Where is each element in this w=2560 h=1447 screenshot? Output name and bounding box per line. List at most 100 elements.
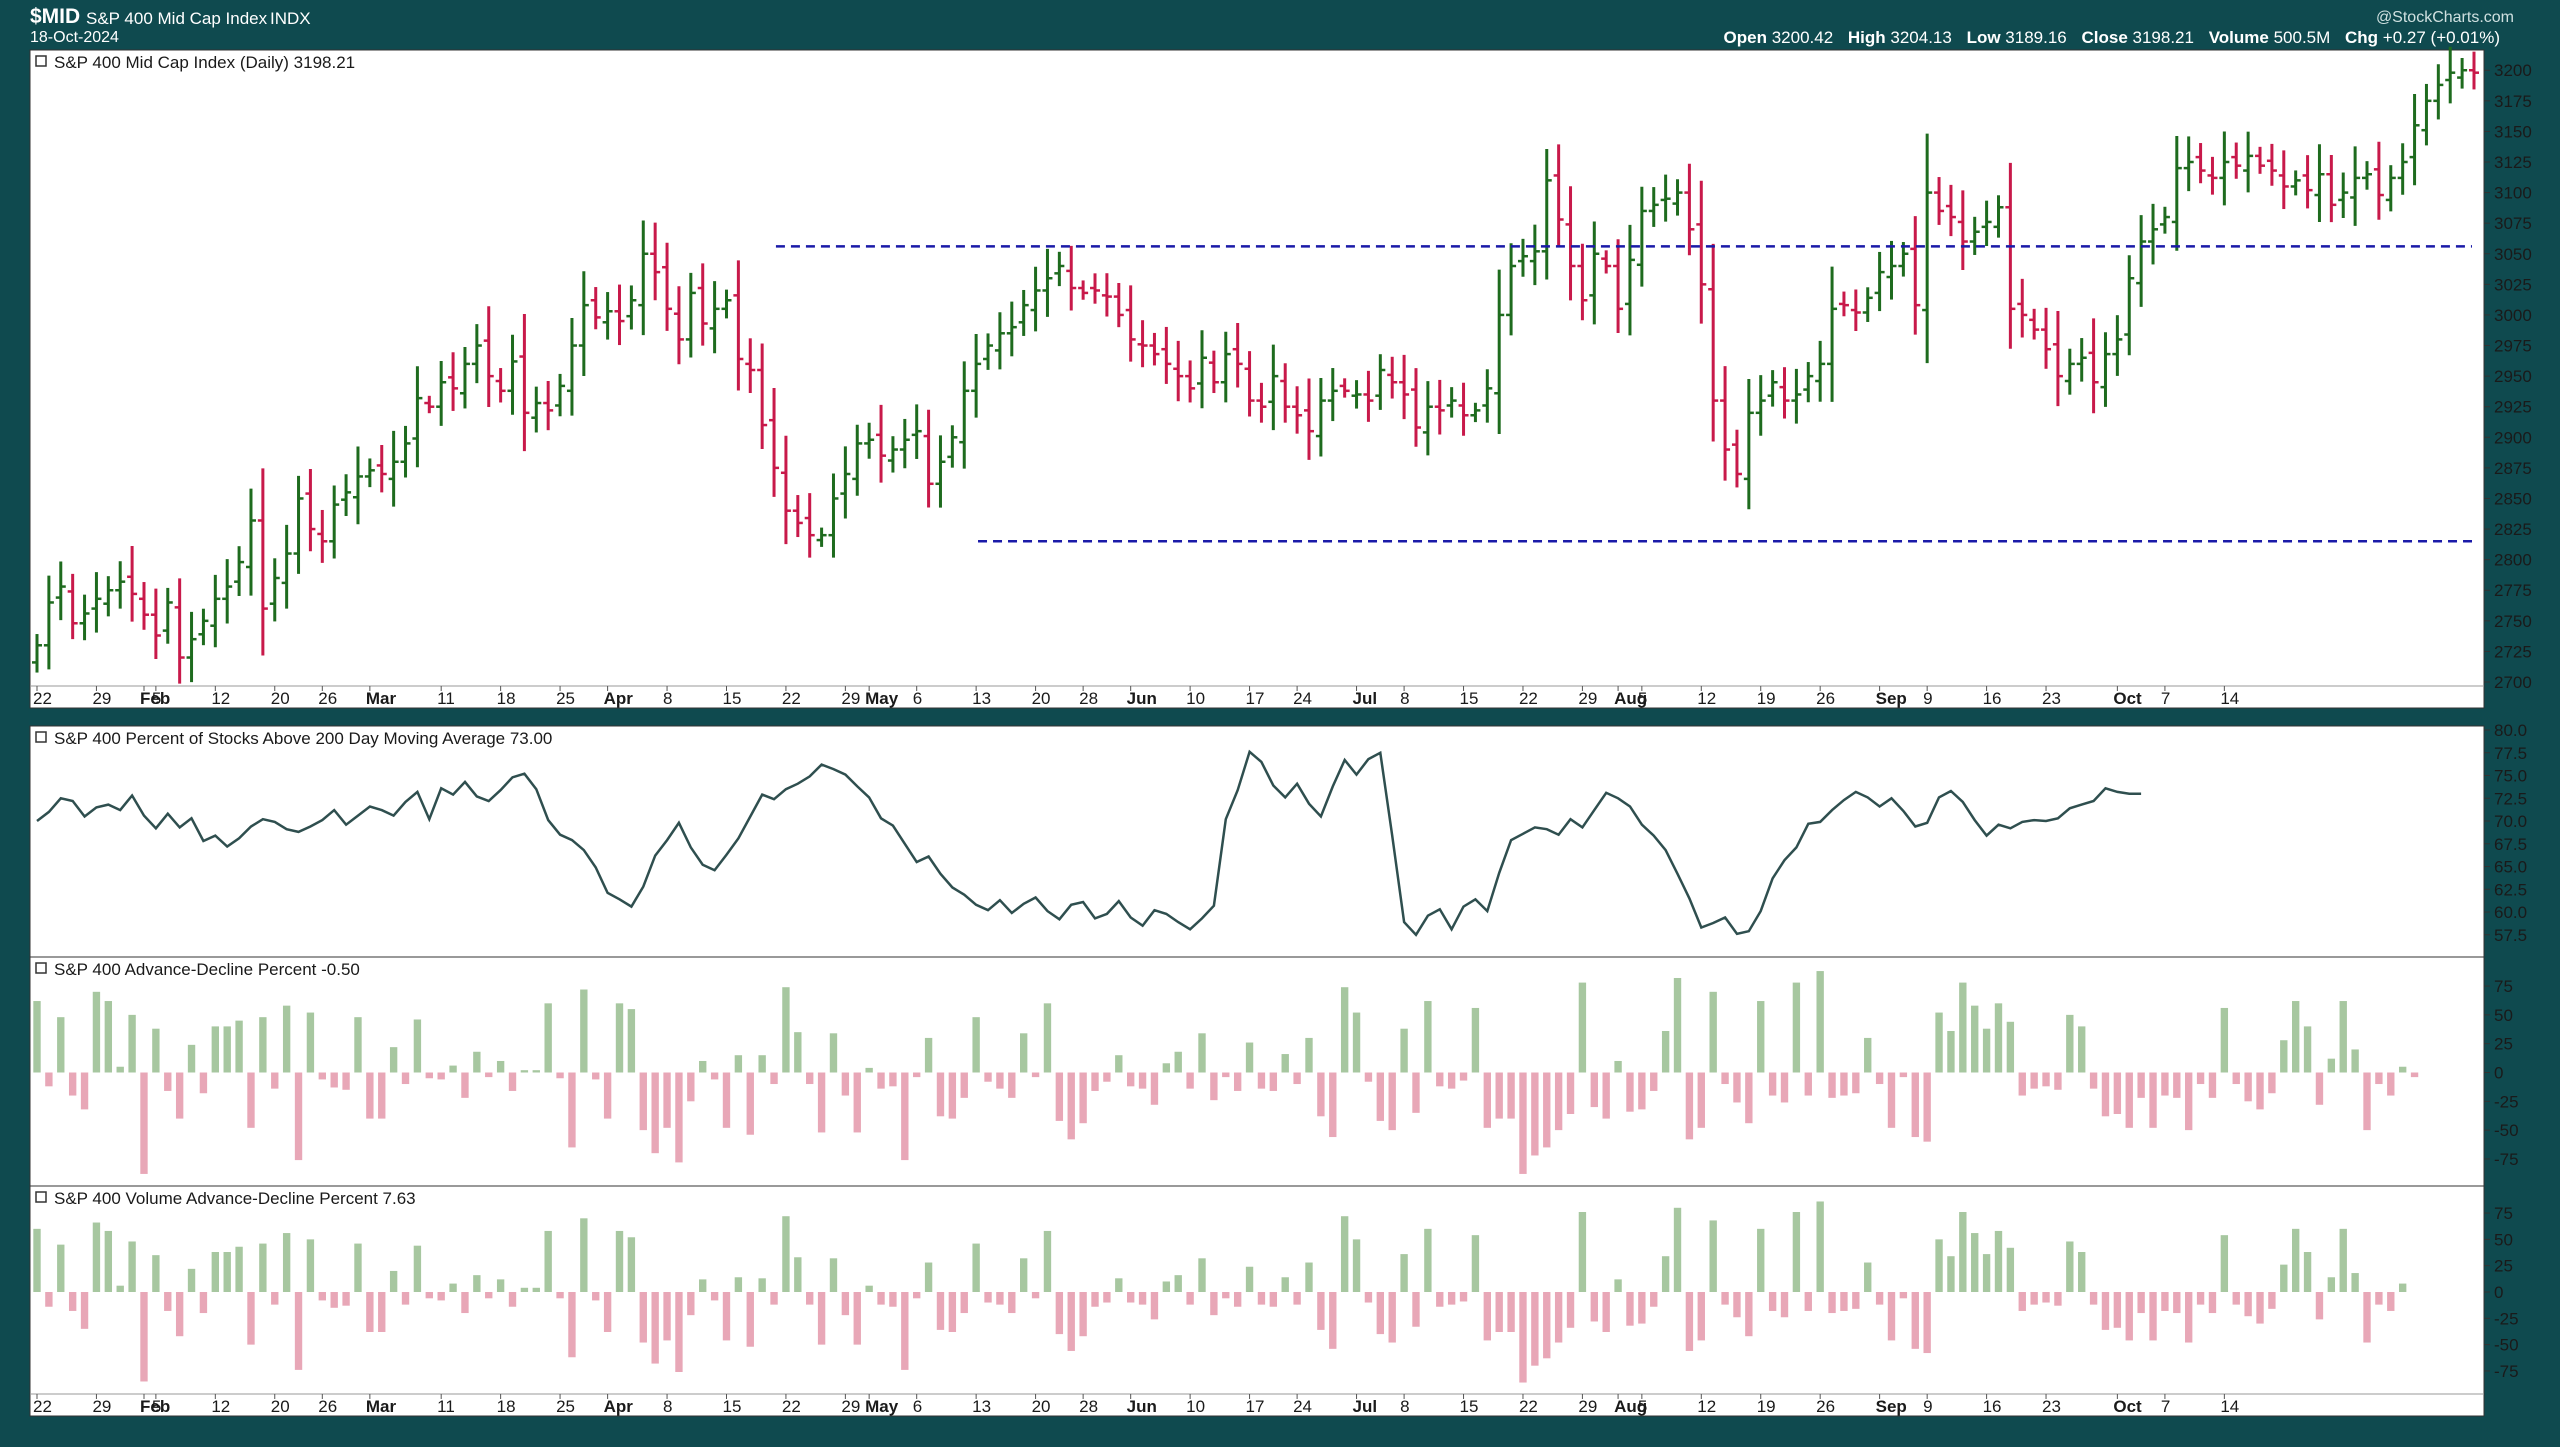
negative-bar <box>437 1292 445 1301</box>
ohlc-bar <box>578 271 589 377</box>
negative-bar <box>1293 1072 1301 1085</box>
positive-bar <box>2327 1058 2336 1073</box>
y-tick-label: 3200 <box>2494 61 2532 80</box>
x-tick-label: Feb <box>140 1397 170 1416</box>
ohlc-bar <box>1672 179 1683 216</box>
positive-bar <box>1198 1258 1206 1292</box>
negative-bar <box>80 1292 89 1329</box>
negative-bar <box>889 1072 897 1087</box>
y-tick-label: 3075 <box>2494 214 2532 233</box>
positive-bar <box>223 1026 231 1073</box>
negative-bar <box>1566 1072 1575 1114</box>
x-tick-label: 26 <box>1816 689 1835 708</box>
x-tick-label: Jun <box>1127 1397 1157 1416</box>
ohlc-bar <box>1446 387 1457 418</box>
negative-bar <box>80 1072 89 1110</box>
ohlc-bar <box>1113 283 1124 328</box>
y-tick-label: 2875 <box>2494 459 2532 478</box>
negative-bar <box>318 1292 326 1301</box>
positive-bar <box>57 1244 65 1292</box>
ohlc-bar <box>1589 221 1600 325</box>
negative-bar <box>508 1292 517 1307</box>
negative-bar <box>877 1072 885 1089</box>
ohlc-bar <box>1838 291 1849 317</box>
negative-bar <box>485 1072 493 1078</box>
ohlc-bar <box>162 587 173 644</box>
ohlc-value-open: 3200.42 <box>1771 28 1838 47</box>
x-tick-label: 17 <box>1246 689 1265 708</box>
negative-bar <box>2137 1292 2145 1314</box>
positive-bar <box>2351 1273 2359 1292</box>
x-tick-label: 20 <box>1032 1397 1051 1416</box>
ohlc-label-low: Low <box>1966 28 2006 47</box>
y-tick-label: 0 <box>2494 1283 2503 1302</box>
positive-bar <box>1994 1230 2003 1292</box>
negative-bar <box>1079 1072 1087 1124</box>
ohlc-bar <box>1256 382 1267 423</box>
y-tick-label: -25 <box>2494 1309 2519 1328</box>
positive-bar <box>615 1003 624 1073</box>
x-tick-label: Jul <box>1353 1397 1378 1416</box>
x-tick-label: 6 <box>913 689 922 708</box>
y-tick-label: 2950 <box>2494 367 2532 386</box>
ohlc-bar <box>780 435 791 545</box>
y-tick-label: -75 <box>2494 1150 2519 1169</box>
x-tick-label: 11 <box>437 1397 455 1416</box>
ohlc-bar <box>2457 58 2468 89</box>
negative-bar <box>806 1072 814 1085</box>
x-tick-label: 13 <box>972 1397 991 1416</box>
negative-bar <box>1899 1292 1908 1299</box>
negative-bar <box>401 1292 410 1305</box>
negative-bar <box>164 1072 172 1091</box>
negative-bar <box>1055 1072 1064 1121</box>
negative-bar <box>1543 1072 1551 1148</box>
positive-bar <box>580 989 588 1073</box>
ohlc-bar-icon <box>35 55 47 67</box>
y-tick-label: 65.0 <box>2494 858 2527 877</box>
negative-bar <box>1495 1072 1503 1119</box>
x-tick-label: 25 <box>556 1397 575 1416</box>
positive-bar <box>259 1243 267 1292</box>
negative-bar <box>1602 1292 1610 1332</box>
ohlc-bar <box>1185 360 1196 403</box>
negative-bar <box>1887 1292 1896 1341</box>
x-tick-label: 25 <box>556 689 575 708</box>
ohlc-bar <box>1755 375 1766 436</box>
ohlc-bar <box>2052 311 2063 407</box>
negative-bar <box>817 1072 826 1133</box>
negative-bar <box>1483 1072 1491 1128</box>
ohlc-bar <box>721 289 732 319</box>
negative-bar <box>1376 1072 1385 1121</box>
ohlc-label-open: Open <box>1723 28 1772 47</box>
negative-bar <box>342 1292 350 1306</box>
positive-bar <box>1792 982 1801 1073</box>
ohlc-bar <box>2219 131 2230 206</box>
negative-bar <box>770 1292 778 1305</box>
positive-bar <box>782 987 790 1073</box>
negative-bar <box>1531 1292 1539 1366</box>
ohlc-bar <box>1708 243 1719 442</box>
negative-bar <box>1436 1072 1444 1087</box>
positive-bar <box>1174 1051 1182 1073</box>
negative-bar <box>639 1072 647 1131</box>
positive-bar <box>627 1009 636 1073</box>
negative-bar <box>1329 1072 1337 1138</box>
ohlc-bar <box>1220 331 1231 403</box>
negative-bar <box>1233 1292 1242 1307</box>
negative-bar <box>687 1292 695 1316</box>
ohlc-bar <box>1006 301 1017 357</box>
ohlc-bar <box>1720 366 1731 481</box>
negative-bar <box>1887 1072 1896 1128</box>
positive-bar <box>1020 1033 1028 1073</box>
ohlc-bar <box>1149 332 1160 366</box>
ohlc-bar <box>245 488 256 596</box>
negative-bar <box>722 1072 731 1128</box>
positive-bar <box>2339 1228 2347 1292</box>
ohlc-bar <box>1315 377 1326 457</box>
ohlc-bar <box>459 346 470 409</box>
x-tick-label: 10 <box>1186 689 1205 708</box>
positive-bar <box>615 1230 624 1292</box>
ohlc-bar <box>436 360 447 426</box>
negative-bar <box>2268 1292 2276 1309</box>
ohlc-bar <box>2195 143 2206 184</box>
